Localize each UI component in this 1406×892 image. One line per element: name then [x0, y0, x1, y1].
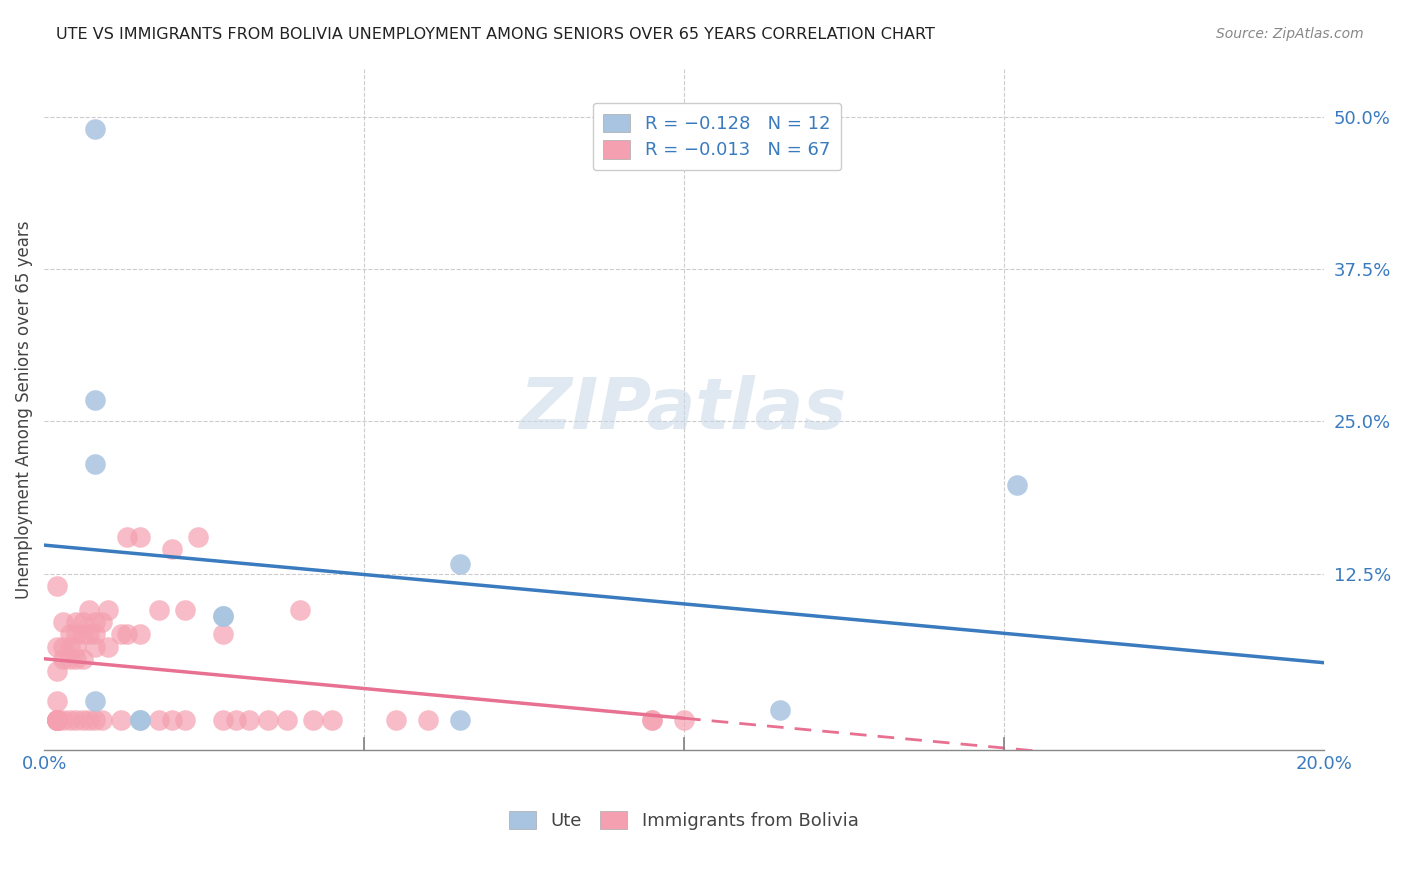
Point	[225, 713, 247, 727]
Point	[65, 652, 87, 666]
Point	[173, 603, 195, 617]
Point	[45, 713, 67, 727]
Point	[449, 557, 471, 571]
Point	[65, 615, 87, 630]
Point	[45, 713, 67, 727]
Point	[59, 652, 82, 666]
Point	[238, 713, 260, 727]
Point	[129, 627, 152, 641]
Point	[45, 713, 67, 727]
Point	[52, 652, 75, 666]
Point	[72, 627, 94, 641]
Point	[59, 713, 82, 727]
Legend: Ute, Immigrants from Bolivia: Ute, Immigrants from Bolivia	[499, 800, 869, 841]
Point	[45, 664, 67, 678]
Point	[129, 713, 152, 727]
Point	[641, 713, 664, 727]
Point	[117, 530, 139, 544]
Point	[160, 542, 183, 557]
Point	[77, 627, 100, 641]
Point	[52, 640, 75, 654]
Point	[84, 694, 107, 708]
Point	[72, 713, 94, 727]
Point	[212, 627, 235, 641]
Point	[45, 713, 67, 727]
Point	[84, 627, 107, 641]
Text: Source: ZipAtlas.com: Source: ZipAtlas.com	[1216, 27, 1364, 41]
Text: ZIPatlas: ZIPatlas	[520, 375, 848, 444]
Point	[321, 713, 343, 727]
Point	[672, 713, 695, 727]
Point	[65, 713, 87, 727]
Point	[769, 703, 792, 717]
Point	[84, 392, 107, 407]
Point	[77, 603, 100, 617]
Point	[160, 713, 183, 727]
Text: UTE VS IMMIGRANTS FROM BOLIVIA UNEMPLOYMENT AMONG SENIORS OVER 65 YEARS CORRELAT: UTE VS IMMIGRANTS FROM BOLIVIA UNEMPLOYM…	[56, 27, 935, 42]
Point	[84, 713, 107, 727]
Point	[187, 530, 209, 544]
Point	[45, 640, 67, 654]
Point	[72, 652, 94, 666]
Point	[45, 713, 67, 727]
Point	[52, 713, 75, 727]
Point	[45, 713, 67, 727]
Point	[52, 615, 75, 630]
Point	[110, 713, 132, 727]
Y-axis label: Unemployment Among Seniors over 65 years: Unemployment Among Seniors over 65 years	[15, 220, 32, 599]
Point	[84, 457, 107, 471]
Point	[129, 530, 152, 544]
Point	[288, 603, 311, 617]
Point	[97, 603, 120, 617]
Point	[148, 713, 170, 727]
Point	[90, 615, 112, 630]
Point	[77, 713, 100, 727]
Point	[212, 609, 235, 624]
Point	[97, 640, 120, 654]
Point	[84, 122, 107, 136]
Point	[257, 713, 280, 727]
Point	[65, 627, 87, 641]
Point	[72, 615, 94, 630]
Point	[84, 615, 107, 630]
Point	[45, 579, 67, 593]
Point	[302, 713, 325, 727]
Point	[65, 640, 87, 654]
Point	[110, 627, 132, 641]
Point	[416, 713, 439, 727]
Point	[129, 713, 152, 727]
Point	[641, 713, 664, 727]
Point	[212, 713, 235, 727]
Point	[117, 627, 139, 641]
Point	[173, 713, 195, 727]
Point	[385, 713, 408, 727]
Point	[84, 640, 107, 654]
Point	[45, 694, 67, 708]
Point	[212, 609, 235, 624]
Point	[45, 713, 67, 727]
Point	[1005, 477, 1028, 491]
Point	[59, 627, 82, 641]
Point	[90, 713, 112, 727]
Point	[148, 603, 170, 617]
Point	[276, 713, 298, 727]
Point	[45, 713, 67, 727]
Point	[59, 640, 82, 654]
Point	[449, 713, 471, 727]
